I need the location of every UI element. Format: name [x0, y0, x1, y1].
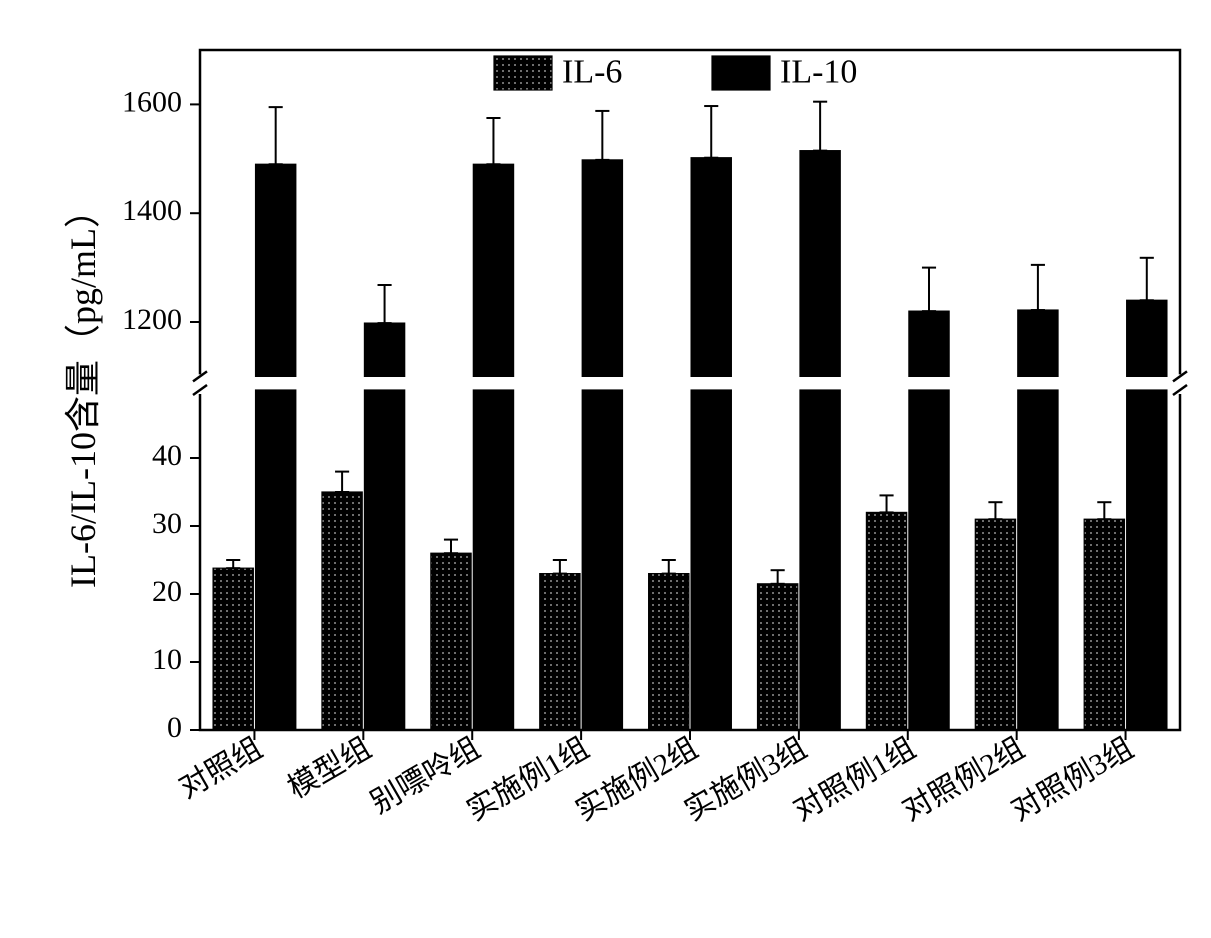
x-category-label: 对照组 — [174, 731, 268, 805]
y-tick-label: 10 — [152, 643, 182, 676]
x-category-label: 实施例1组 — [461, 731, 594, 827]
y-tick-label: 1400 — [122, 194, 182, 227]
bar — [975, 519, 1015, 730]
bar — [540, 574, 580, 730]
x-category-label: 对照例2组 — [897, 731, 1030, 827]
bar — [758, 584, 798, 730]
x-category-label: 对照例1组 — [788, 731, 921, 827]
y-tick-label: 1200 — [122, 303, 182, 336]
y-tick-label: 30 — [152, 507, 182, 540]
bar-upper — [800, 151, 840, 377]
bar-upper — [582, 160, 622, 377]
bar-lower — [473, 390, 513, 730]
bar-upper — [473, 164, 513, 376]
bar — [322, 492, 362, 730]
bar — [649, 574, 689, 730]
bar-chart: 0 10 20 30 40 1200 1400 1600 IL-6/IL-10含量（pg/mL）… — [20, 20, 1211, 918]
legend-swatch — [712, 56, 770, 90]
bar-upper — [909, 311, 949, 376]
bar-lower — [909, 390, 949, 730]
legend-label: IL-10 — [780, 54, 857, 91]
legend-swatch — [494, 56, 552, 90]
bar-upper — [1018, 310, 1058, 376]
bar — [866, 512, 906, 730]
y-axis-label: IL-6/IL-10含量（pg/mL） — [63, 192, 103, 588]
bar-upper — [691, 158, 731, 377]
chart-container: 0 10 20 30 40 1200 1400 1600 IL-6/IL-10含量（pg/mL）… — [20, 20, 1211, 918]
bar-lower — [364, 390, 404, 730]
y-tick-label: 20 — [152, 575, 182, 608]
bar-lower — [1127, 390, 1167, 730]
bar — [213, 568, 253, 730]
bar-lower — [582, 390, 622, 730]
x-category-label: 对照例3组 — [1006, 731, 1139, 827]
bar-lower — [691, 390, 731, 730]
x-category-label: 实施例3组 — [679, 731, 812, 827]
y-tick-label: 40 — [152, 439, 182, 472]
y-tick-label: 0 — [167, 711, 182, 744]
bar — [431, 553, 471, 730]
bar-upper — [364, 323, 404, 376]
x-category-label: 实施例2组 — [570, 731, 703, 827]
bar-lower — [256, 390, 296, 730]
bar-lower — [1018, 390, 1058, 730]
legend-label: IL-6 — [562, 54, 622, 91]
bar — [1084, 519, 1124, 730]
bar-upper — [1127, 300, 1167, 376]
y-tick-label: 1600 — [122, 85, 182, 118]
bar-lower — [800, 390, 840, 730]
x-category-label: 模型组 — [282, 731, 376, 805]
bar-upper — [256, 164, 296, 376]
